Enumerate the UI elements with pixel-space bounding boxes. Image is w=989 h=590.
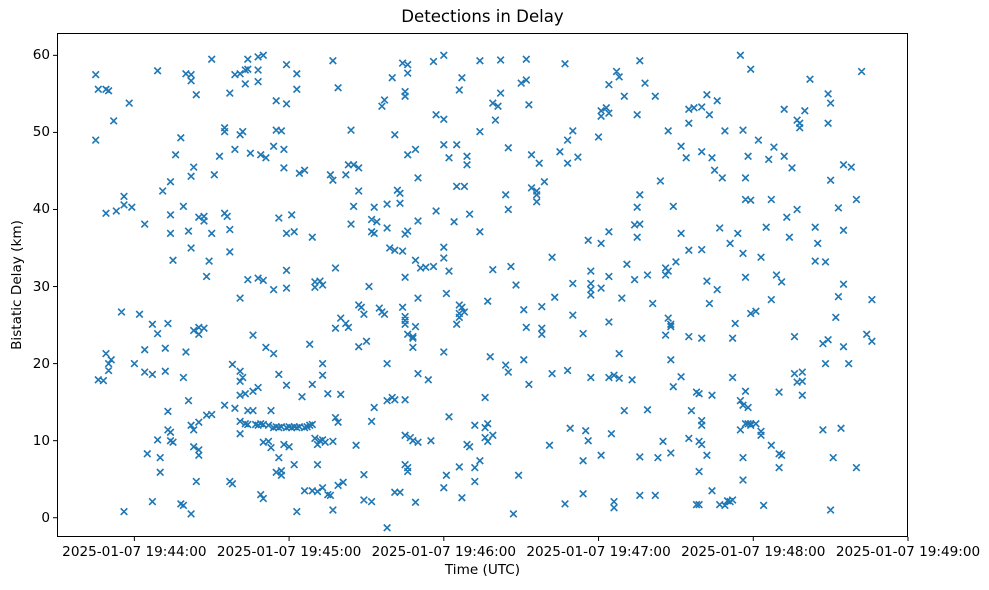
x-tick-label: 2025-01-07 19:46:00 <box>371 544 516 560</box>
y-tick-label: 30 <box>32 278 50 295</box>
y-tick-label: 0 <box>41 509 50 526</box>
x-tick-label: 2025-01-07 19:47:00 <box>526 544 671 560</box>
y-axis-label: Bistatic Delay (km) <box>9 220 25 350</box>
y-tick-label: 40 <box>32 201 50 218</box>
x-axis-label: Time (UTC) <box>444 562 521 578</box>
x-tick-label: 2025-01-07 19:44:00 <box>62 544 207 560</box>
x-tick-label: 2025-01-07 19:45:00 <box>216 544 362 560</box>
x-tick-label: 2025-01-07 19:49:00 <box>835 544 981 560</box>
scatter-points <box>91 51 876 532</box>
y-tick-label: 20 <box>32 355 50 372</box>
y-tick-label: 60 <box>32 47 50 64</box>
y-tick-label: 10 <box>32 432 50 449</box>
plot-spines <box>57 33 908 537</box>
y-tick-label: 50 <box>32 124 50 141</box>
x-tick-label: 2025-01-07 19:48:00 <box>681 544 826 560</box>
chart-title: Detections in Delay <box>401 7 564 26</box>
